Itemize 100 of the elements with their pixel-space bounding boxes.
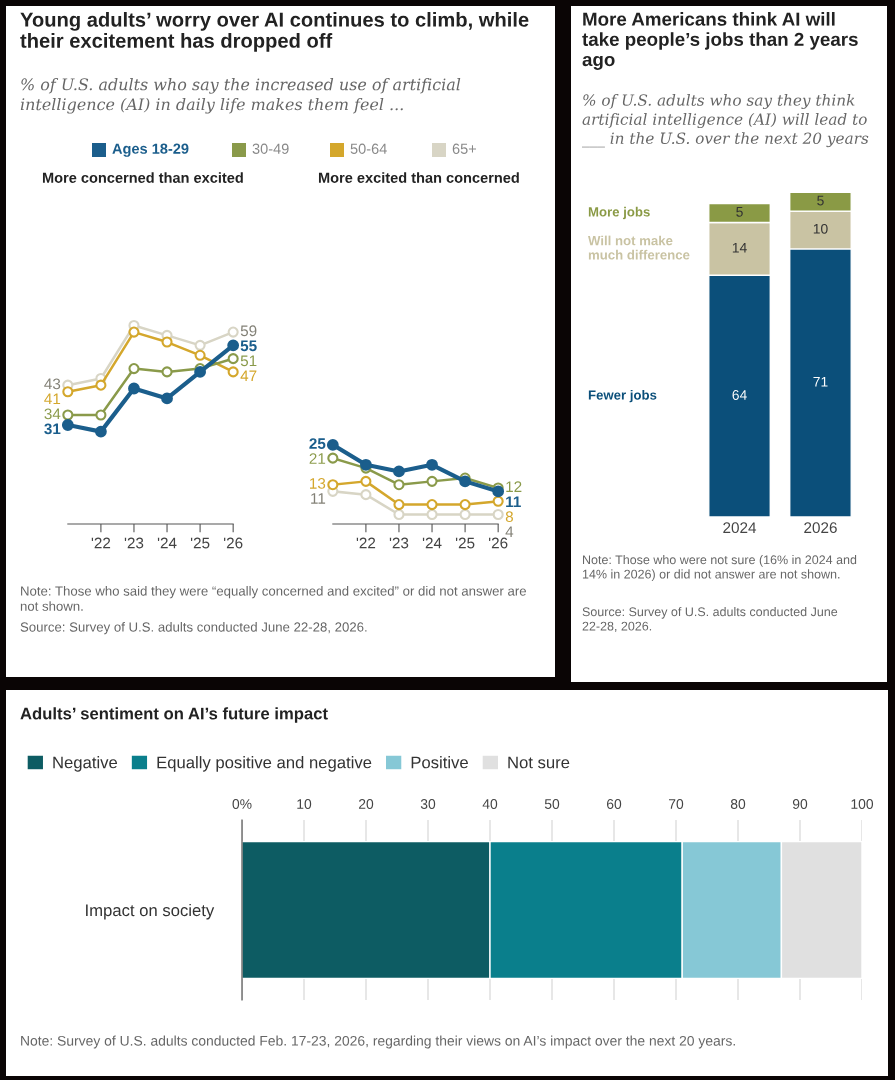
chart-subtitle: % of U.S. adults who say the increased use of artificial intelligence (AI) in daily life makes them feel ... — [20, 78, 461, 114]
series-label: Will not make much difference — [588, 235, 690, 260]
point — [327, 479, 339, 491]
source-note: Source: Survey of U.S. adults conducted June 22-28, 2026. — [20, 622, 367, 635]
point — [326, 438, 339, 451]
data-label: 59 — [240, 325, 257, 337]
point — [128, 326, 140, 338]
chart-title: Young adults’ worry over AI continues to climb, while their excitement has dropped off — [20, 12, 529, 52]
point — [426, 458, 438, 471]
text: More excited than concerned — [318, 172, 519, 183]
x-tick-label: 60 — [606, 799, 622, 809]
data-label: 34 — [44, 408, 61, 420]
data-label: 5 — [817, 195, 824, 206]
point — [227, 339, 240, 352]
x-tick-label: 2024 — [723, 522, 757, 534]
data-label: 11 — [506, 496, 521, 507]
point — [128, 382, 140, 395]
point — [194, 339, 206, 351]
point — [227, 366, 239, 378]
x-tick-label: '23 — [389, 537, 409, 549]
point — [459, 508, 471, 521]
point — [327, 452, 339, 464]
point — [492, 485, 505, 498]
legend-label: Ages 18-29 — [112, 143, 189, 157]
text: Fewer jobs — [588, 390, 657, 403]
data-label: 8 — [505, 511, 513, 523]
data-label: 43 — [44, 378, 61, 390]
x-tick-label: '23 — [124, 537, 144, 549]
chart-title: Adults’ sentiment on AI’s future impact — [20, 707, 328, 723]
x-tick-label: 2026 — [804, 522, 837, 534]
data-label: 14 — [732, 242, 747, 253]
point — [62, 409, 74, 421]
data-label: 71 — [813, 376, 828, 387]
point — [393, 499, 405, 511]
x-tick-label: 90 — [792, 799, 808, 809]
chart-title: More Americans think AI will take people’s jobs than 2 years ago — [582, 12, 858, 70]
point — [62, 386, 74, 398]
x-tick-label: 20 — [358, 799, 374, 809]
legend-label: Not sure — [508, 756, 570, 769]
x-tick-label: '24 — [157, 537, 177, 549]
legend-label: 30-49 — [252, 143, 289, 154]
point — [360, 489, 372, 501]
point — [393, 465, 405, 478]
text: Note: Survey of U.S. adults conducted Feb. 17-23, 2026, regarding their views on AI’s impact over the next 20 years. — [21, 1035, 735, 1049]
source-note: Source: Survey of U.S. adults conducted June 22-28, 2026. — [582, 607, 838, 633]
data-label: 11 — [311, 493, 326, 504]
x-tick-label: '25 — [190, 537, 210, 549]
data-label: 64 — [732, 390, 747, 400]
data-label: 55 — [240, 340, 257, 352]
point — [426, 475, 438, 487]
point — [128, 363, 140, 375]
data-label: 5 — [736, 207, 743, 217]
point — [360, 475, 372, 487]
x-tick-label: '25 — [455, 537, 475, 549]
x-tick-label: 80 — [730, 799, 746, 809]
x-tick-label: '26 — [488, 537, 508, 549]
point — [393, 508, 405, 521]
point — [360, 458, 372, 471]
data-label: 10 — [813, 223, 828, 234]
text: Note: Those who were not sure (16% in 2024 and 14% in 2026) or did not answer are not shown. — [582, 555, 857, 582]
point — [393, 479, 405, 491]
x-tick-label: 10 — [297, 799, 312, 809]
point — [161, 336, 173, 348]
point — [426, 508, 438, 521]
point — [95, 425, 107, 438]
point — [95, 379, 107, 391]
point — [492, 508, 504, 521]
point — [227, 326, 239, 338]
data-label: 47 — [240, 370, 257, 382]
x-tick-label: 0% — [232, 799, 252, 809]
y-tick-label: Impact on society — [86, 903, 215, 920]
data-label: 25 — [309, 438, 326, 449]
data-label: 12 — [506, 481, 522, 492]
x-tick-label: 70 — [668, 799, 684, 809]
point — [161, 366, 173, 378]
chart-subtitle: % of U.S. adults who say they think artificial intelligence (AI) will lead to ___ in the U.S. over the next 20 years — [582, 94, 869, 148]
text: More jobs — [588, 206, 650, 220]
legend-label: 50-64 — [350, 143, 387, 154]
data-label: 51 — [240, 355, 257, 367]
x-tick-label: '22 — [356, 537, 376, 549]
legend-label: 65+ — [452, 143, 477, 154]
x-tick-label: '22 — [91, 537, 111, 549]
x-tick-label: 30 — [420, 799, 436, 809]
point — [194, 349, 206, 361]
data-label: 21 — [309, 453, 326, 464]
text: Note: Those who said they were “equally concerned and excited” or did not answer are not shown. — [20, 586, 526, 611]
legend-label: Equally positive and negative — [157, 756, 372, 772]
point — [459, 499, 471, 511]
data-label: 31 — [44, 423, 61, 435]
point — [95, 409, 107, 421]
point — [492, 495, 504, 507]
legend-label: Negative — [53, 756, 118, 772]
data-label: 4 — [505, 526, 514, 537]
legend-label: Positive — [411, 756, 468, 769]
x-tick-label: 100 — [851, 799, 874, 809]
point — [426, 499, 438, 511]
x-tick-label: 50 — [544, 799, 560, 809]
point — [61, 419, 74, 431]
point — [459, 475, 471, 488]
x-tick-label: '26 — [223, 537, 243, 549]
